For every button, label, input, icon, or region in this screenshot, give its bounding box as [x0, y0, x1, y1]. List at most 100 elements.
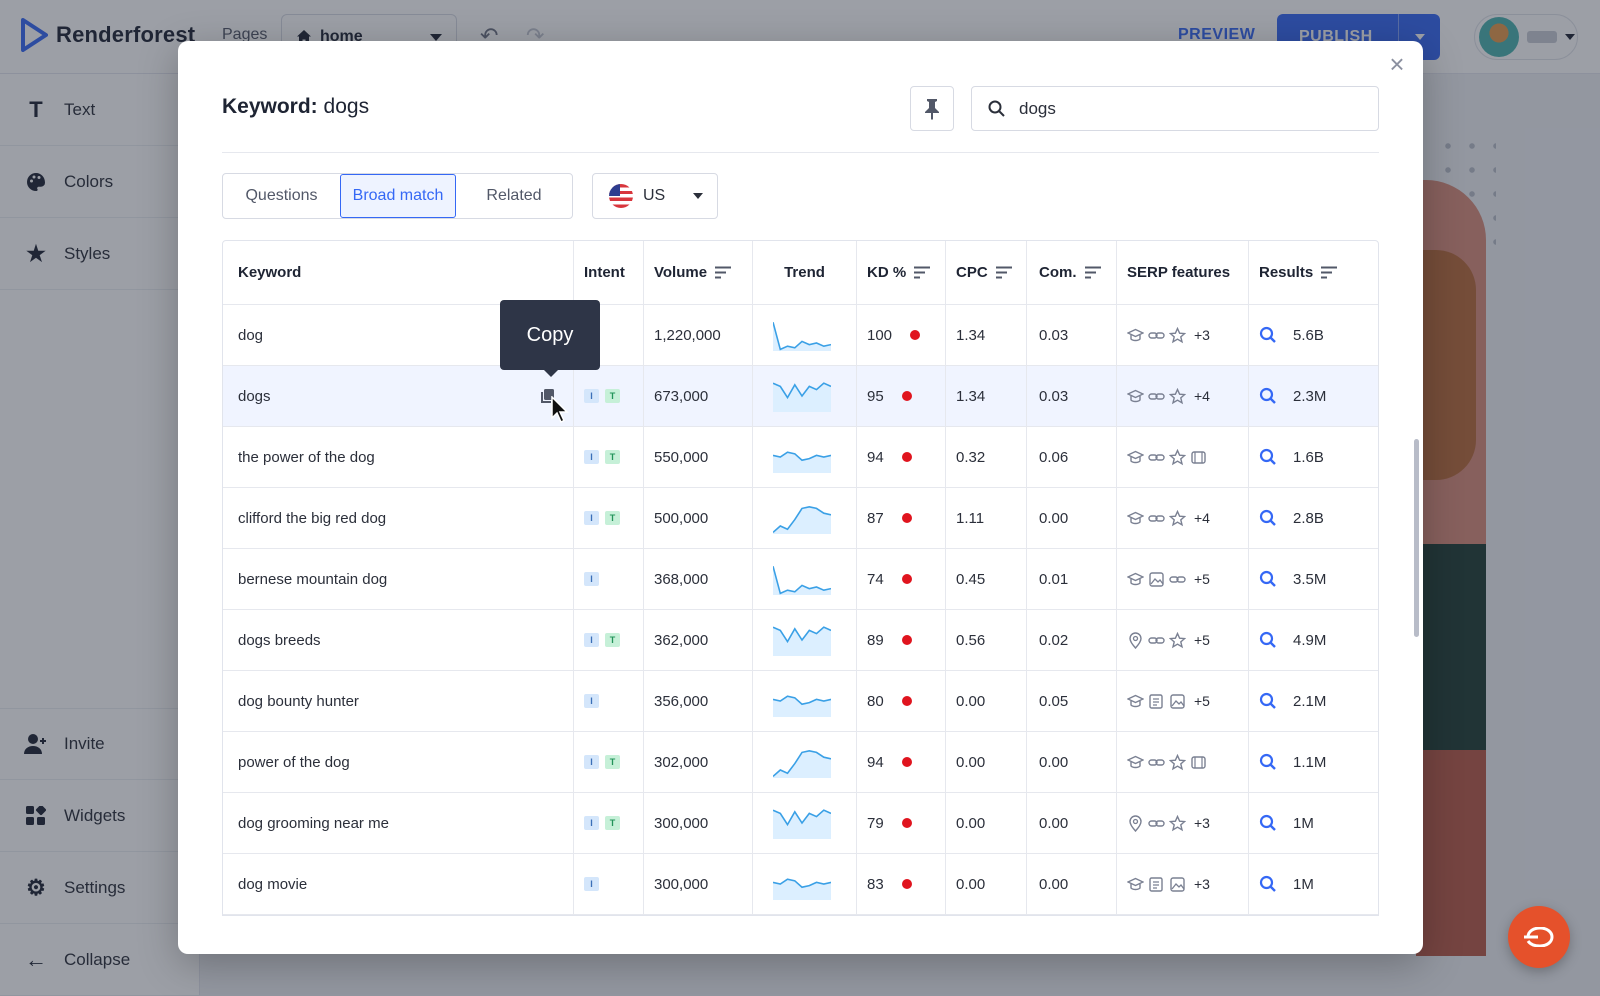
- sidebar-item-settings[interactable]: ⚙ Settings: [0, 852, 200, 924]
- kd-value: 94: [867, 753, 884, 771]
- kd-value: 95: [867, 387, 884, 405]
- column-volume[interactable]: Volume: [644, 241, 753, 304]
- table-row[interactable]: dog movie I 300,000 83 0.00 0.00 +3 1M: [223, 854, 1378, 915]
- scrollbar[interactable]: [1414, 439, 1419, 637]
- serp-more-count[interactable]: +5: [1194, 632, 1210, 648]
- serp-features-cell[interactable]: +5: [1117, 610, 1249, 670]
- sort-icon[interactable]: [715, 266, 732, 279]
- results-cell[interactable]: 4.9M: [1249, 610, 1355, 670]
- results-cell[interactable]: 1.1M: [1249, 732, 1355, 792]
- serp-more-count[interactable]: +5: [1194, 571, 1210, 587]
- column-kd[interactable]: KD %: [857, 241, 946, 304]
- keyword-search[interactable]: [971, 86, 1379, 131]
- intent-cell: I: [574, 671, 644, 731]
- intent-badge-i: I: [584, 511, 599, 525]
- serp-more-count[interactable]: +3: [1194, 815, 1210, 831]
- serp-features-cell[interactable]: +5: [1117, 671, 1249, 731]
- results-cell[interactable]: 1M: [1249, 854, 1355, 914]
- serp-features-cell[interactable]: [1117, 427, 1249, 487]
- serp-more-count[interactable]: +4: [1194, 388, 1210, 404]
- sidebar-item-styles[interactable]: ★ Styles: [0, 218, 200, 290]
- keyword-cell[interactable]: power of the dog: [223, 732, 574, 792]
- table-row[interactable]: the power of the dog I T 550,000 94 0.32 0.06 1…: [223, 427, 1378, 488]
- sidebar-item-widgets[interactable]: Widgets: [0, 780, 200, 852]
- tab-questions[interactable]: Questions: [245, 187, 318, 204]
- column-results[interactable]: Results: [1249, 241, 1355, 304]
- country-select[interactable]: US: [592, 173, 718, 219]
- serp-features-cell[interactable]: [1117, 732, 1249, 792]
- sort-icon[interactable]: [914, 266, 931, 279]
- serp-more-count[interactable]: +5: [1194, 693, 1210, 709]
- user-menu[interactable]: [1474, 14, 1578, 60]
- keyword-cell[interactable]: dogs breeds: [223, 610, 574, 670]
- column-label: Com.: [1039, 264, 1077, 281]
- keyword-cell[interactable]: bernese mountain dog: [223, 549, 574, 609]
- results-cell[interactable]: 2.8B: [1249, 488, 1355, 548]
- keyword-cell[interactable]: dogs: [223, 366, 574, 426]
- close-icon[interactable]: ×: [1389, 49, 1405, 79]
- results-cell[interactable]: 5.6B: [1249, 305, 1355, 365]
- sidebar-item-colors[interactable]: Colors: [0, 146, 200, 218]
- search-icon[interactable]: [1259, 326, 1277, 344]
- table-row[interactable]: dog grooming near me I T 300,000 79 0.00 0.00 +…: [223, 793, 1378, 854]
- keyword-cell[interactable]: dog grooming near me: [223, 793, 574, 853]
- table-row[interactable]: bernese mountain dog I 368,000 74 0.45 0.01 +5…: [223, 549, 1378, 610]
- search-icon[interactable]: [1259, 753, 1277, 771]
- serp-features-cell[interactable]: +4: [1117, 488, 1249, 548]
- tab-related[interactable]: Related: [486, 187, 542, 204]
- serp-more-count[interactable]: +4: [1194, 510, 1210, 526]
- search-icon[interactable]: [1259, 814, 1277, 832]
- serp-more-count[interactable]: +3: [1194, 876, 1210, 892]
- column-com[interactable]: Com.: [1027, 241, 1117, 304]
- trend-cell: [753, 366, 857, 426]
- keyword-cell[interactable]: the power of the dog: [223, 427, 574, 487]
- table-row[interactable]: clifford the big red dog I T 500,000 87 1.11 0…: [223, 488, 1378, 549]
- serp-features-cell[interactable]: +3: [1117, 793, 1249, 853]
- search-icon[interactable]: [1259, 692, 1277, 710]
- pin-button[interactable]: [910, 86, 954, 131]
- search-icon[interactable]: [1259, 631, 1277, 649]
- table-row[interactable]: power of the dog I T 302,000 94 0.00 0.00 1.1M: [223, 732, 1378, 793]
- search-icon[interactable]: [1259, 570, 1277, 588]
- results-cell[interactable]: 3.5M: [1249, 549, 1355, 609]
- column-keyword[interactable]: Keyword: [223, 241, 574, 304]
- results-cell[interactable]: 2.3M: [1249, 366, 1355, 426]
- serp-features-cell[interactable]: +5: [1117, 549, 1249, 609]
- sidebar-item-text[interactable]: T Text: [0, 74, 200, 146]
- help-button[interactable]: [1508, 906, 1570, 968]
- serp-more-count[interactable]: +3: [1194, 327, 1210, 343]
- sort-icon[interactable]: [1321, 266, 1338, 279]
- table-row[interactable]: dogs breeds I T 362,000 89 0.56 0.02 +5 4.9M: [223, 610, 1378, 671]
- trend-area: [773, 696, 831, 717]
- table-row[interactable]: dogs I T 673,000 95 1.34 0.03 +4 2.3M: [223, 366, 1378, 427]
- sort-icon[interactable]: [1084, 266, 1101, 279]
- publish-options-chevron-icon[interactable]: [1398, 14, 1440, 60]
- keyword-cell[interactable]: clifford the big red dog: [223, 488, 574, 548]
- search-icon[interactable]: [1259, 448, 1277, 466]
- keyword-cell[interactable]: dog bounty hunter: [223, 671, 574, 731]
- star-icon: [1169, 387, 1186, 404]
- preview-button[interactable]: PREVIEW: [1178, 26, 1256, 43]
- column-cpc[interactable]: CPC: [946, 241, 1027, 304]
- news-icon: [1149, 693, 1163, 709]
- results-cell[interactable]: 1M: [1249, 793, 1355, 853]
- tab-broad-match[interactable]: Broad match: [340, 174, 456, 218]
- link-icon: [1148, 819, 1165, 827]
- results-cell[interactable]: 2.1M: [1249, 671, 1355, 731]
- search-icon[interactable]: [1259, 509, 1277, 527]
- image-icon: [1170, 693, 1185, 709]
- results-cell[interactable]: 1.6B: [1249, 427, 1355, 487]
- serp-features-cell[interactable]: +3: [1117, 305, 1249, 365]
- search-icon[interactable]: [1259, 387, 1277, 405]
- search-icon[interactable]: [1259, 875, 1277, 893]
- keyword-cell[interactable]: dog movie: [223, 854, 574, 914]
- search-input[interactable]: [1019, 98, 1359, 119]
- serp-features-cell[interactable]: +3: [1117, 854, 1249, 914]
- brand-logo[interactable]: Renderforest: [20, 18, 195, 52]
- table-row[interactable]: dog bounty hunter I 356,000 80 0.00 0.05 +5 2.1…: [223, 671, 1378, 732]
- trend-line: [773, 321, 831, 351]
- serp-features-cell[interactable]: +4: [1117, 366, 1249, 426]
- sort-icon[interactable]: [995, 266, 1012, 279]
- sidebar-item-invite[interactable]: Invite: [0, 708, 200, 780]
